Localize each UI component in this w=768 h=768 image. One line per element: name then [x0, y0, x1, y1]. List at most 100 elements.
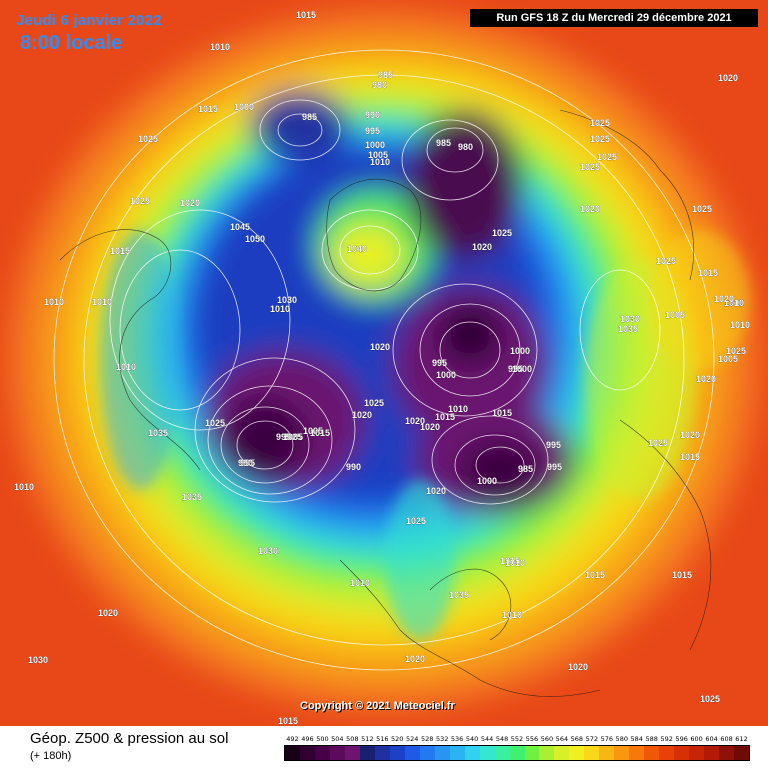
pressure-label: 995 [276, 432, 291, 442]
pressure-label: 1050 [245, 234, 265, 244]
pressure-label: 1025 [726, 346, 746, 356]
legend-label: 568 [570, 735, 584, 743]
legend-label: 496 [301, 735, 314, 743]
pressure-label: 1020 [680, 430, 700, 440]
pressure-label: 1025 [590, 118, 610, 128]
legend-label: 524 [406, 735, 419, 743]
forecast-time: 8:00 locale [20, 32, 123, 54]
pressure-label: 1035 [182, 492, 202, 502]
coastlines [59, 109, 712, 697]
pressure-label: 1015 [585, 570, 605, 580]
pressure-label: 1025 [580, 162, 600, 172]
legend-label: 508 [346, 735, 359, 743]
legend-swatch [285, 746, 300, 760]
pressure-label: 1025 [492, 228, 512, 238]
legend-swatch [314, 746, 330, 760]
legend-label: 548 [495, 735, 509, 743]
pressure-label: 1020 [352, 410, 372, 420]
lead-time: (+ 180h) [30, 750, 72, 762]
legend-label: 520 [391, 735, 404, 743]
pressure-label: 990 [238, 458, 253, 468]
pressure-label: 980 [458, 142, 473, 152]
copyright: Copyright © 2021 Meteociel.fr [300, 700, 455, 712]
legend-swatch [449, 746, 465, 760]
pressure-label: 1045 [230, 222, 250, 232]
legend-swatch [479, 746, 495, 760]
legend-label: 576 [600, 735, 614, 743]
pressure-label: 1015 [296, 10, 316, 20]
legend-swatch [494, 746, 510, 760]
legend-swatch [659, 746, 675, 760]
legend-swatch [344, 746, 360, 760]
legend-label: 560 [540, 735, 554, 743]
legend-swatch [569, 746, 585, 760]
pressure-label: 1020 [714, 294, 734, 304]
pressure-label: 1020 [580, 204, 600, 214]
legend-label: 544 [480, 735, 494, 743]
pressure-label: 1010 [730, 320, 750, 330]
legend-swatch [689, 746, 705, 760]
ridge-features [100, 230, 750, 640]
pressure-label: 1015 [110, 246, 130, 256]
pressure-label: 1015 [278, 716, 298, 726]
pressure-label: 1020 [180, 198, 200, 208]
pressure-label: 1030 [258, 546, 278, 556]
legend-swatch [509, 746, 525, 760]
legend-swatch [404, 746, 420, 760]
pressure-label: 1010 [270, 304, 290, 314]
pressure-label: 1025 [700, 694, 720, 704]
pressure-label: 995 [508, 364, 523, 374]
pressure-label: 995 [240, 458, 255, 468]
pressure-label: 1025 [648, 438, 668, 448]
pressure-label: 1035 [148, 428, 168, 438]
pressure-label: 1010 [350, 578, 370, 588]
pressure-label: 1015 [310, 428, 330, 438]
pressure-label: 1020 [405, 416, 425, 426]
legend-label: 532 [435, 735, 449, 743]
pressure-label: 1010 [448, 404, 468, 414]
pressure-label: 1005 [665, 310, 685, 320]
pressure-label: 995 [365, 126, 380, 136]
pressure-label: 1025 [590, 134, 610, 144]
legend-swatch [599, 746, 615, 760]
pressure-label: 985 [378, 70, 393, 80]
pressure-label: 1020 [568, 662, 588, 672]
pressure-label: 1005 [303, 426, 323, 436]
pressure-label: 995 [546, 440, 561, 450]
pressure-label: 1025 [597, 152, 617, 162]
pressure-label: 1030 [277, 295, 297, 305]
pressure-label: 1020 [405, 654, 425, 664]
pressure-label: 1030 [28, 655, 48, 665]
legend-label: 564 [555, 735, 569, 743]
legend-label: 516 [376, 735, 389, 743]
pressure-label: 1025 [692, 204, 712, 214]
color-legend: 492 496 500 504 508 512 516 520 524 528 532 536 540 5… [284, 735, 764, 761]
pressure-label: 1000 [512, 364, 532, 374]
pressure-label: 1000 [477, 476, 497, 486]
pressure-label: 1010 [502, 610, 522, 620]
legend-label: 588 [645, 735, 658, 743]
pressure-label: 1010 [505, 558, 525, 568]
legend-swatch [374, 746, 390, 760]
pressure-label: 1025 [138, 134, 158, 144]
footer-bar: Géop. Z500 & pression au sol (+ 180h) 49… [0, 726, 768, 768]
pressure-label: 1015 [698, 268, 718, 278]
pressure-label: 1025 [406, 516, 426, 526]
legend-swatch [359, 746, 375, 760]
pressure-label: 1015 [680, 452, 700, 462]
legend-swatch [464, 746, 480, 760]
geopotential-field [9, 10, 759, 710]
pressure-label: 1015 [492, 408, 512, 418]
isobar-lines [53, 49, 715, 671]
legend-label: 596 [675, 735, 688, 743]
legend-labels: 492 496 500 504 508 512 516 520 524 528 532 536 540 5… [284, 735, 764, 744]
pressure-label: 1040 [347, 244, 367, 254]
forecast-date: Jeudi 6 janvier 2022 [16, 12, 162, 29]
pressure-label: 1015 [198, 104, 218, 114]
pressure-label: 1005 [718, 354, 738, 364]
pressure-label: 1025 [364, 398, 384, 408]
legend-swatch [614, 746, 630, 760]
